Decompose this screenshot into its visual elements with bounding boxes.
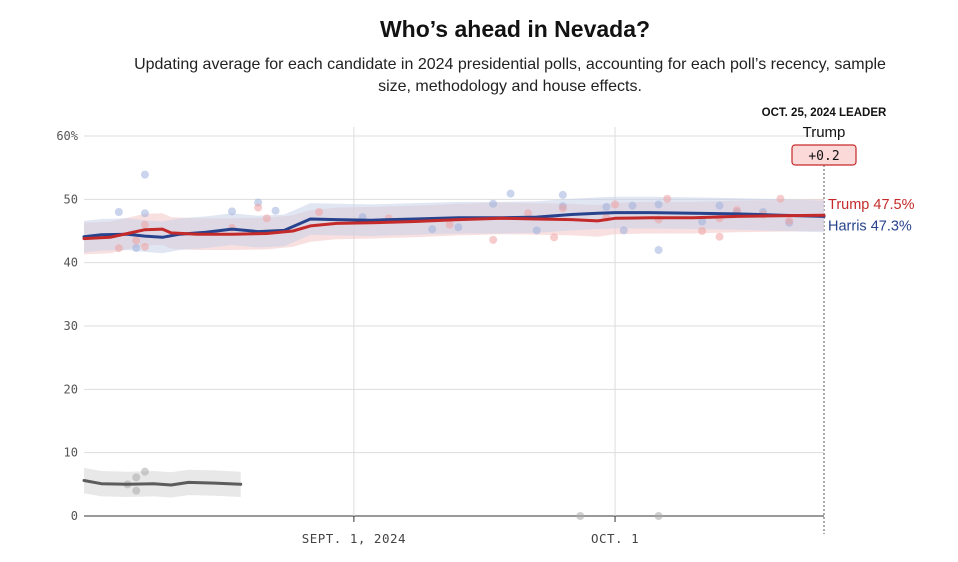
poll-dot-trump <box>254 203 263 212</box>
poll-dot-harris <box>654 246 663 254</box>
poll-dot-trump <box>524 209 532 218</box>
poll-dot-harris <box>271 206 280 215</box>
poll-dot-other <box>132 486 141 495</box>
chart-subtitle: Updating average for each candidate in 2… <box>134 56 886 95</box>
poll-dot-harris <box>715 201 724 210</box>
poll-dot-trump <box>140 242 149 251</box>
x-tick-label: OCT. 1 <box>591 531 639 546</box>
y-tick-label: 20 <box>64 382 78 396</box>
poll-dot-harris <box>228 207 236 216</box>
y-tick-label: 10 <box>64 446 78 460</box>
average-line-other <box>82 479 243 487</box>
poll-dot-other <box>576 512 585 520</box>
poll-dot-other <box>654 512 663 520</box>
poll-dot-harris <box>132 244 141 253</box>
poll-dot-trump <box>663 194 672 203</box>
poll-dot-trump <box>445 220 454 229</box>
poll-dot-harris <box>140 209 149 218</box>
poll-dot-harris <box>140 170 149 179</box>
poll-dot-harris <box>114 208 123 216</box>
poll-dot-trump <box>558 204 567 213</box>
poll-dot-harris <box>628 201 637 210</box>
average-lines <box>82 211 826 487</box>
x-tick-label: SEPT. 1, 2024 <box>302 531 406 546</box>
leader-margin: +0.2 <box>808 149 839 164</box>
poll-dot-trump <box>262 214 271 223</box>
poll-dot-harris <box>558 190 567 199</box>
uncertainty-band-harris <box>84 196 824 254</box>
poll-dot-harris <box>698 217 707 226</box>
y-tick-label: 0 <box>71 509 78 523</box>
leader-heading: OCT. 25, 2024 LEADER <box>762 107 887 119</box>
poll-dot-other <box>140 467 149 476</box>
poll-dot-harris <box>532 226 541 235</box>
poll-dots <box>114 170 794 520</box>
chart-labels: 0 10 20 30 40 50 60% SEPT. 1, 2024 OCT. 1 Trump 4… <box>56 107 914 546</box>
poll-dot-harris <box>489 199 498 208</box>
poll-dot-trump <box>785 216 794 225</box>
y-tick-label: 50 <box>64 192 78 206</box>
y-tick-label: 60% <box>56 129 78 143</box>
leader-margin-badge <box>791 144 857 166</box>
end-label-harris: Harris 47.3% <box>828 218 912 234</box>
poll-dot-trump <box>698 227 707 235</box>
poll-dot-harris <box>428 225 437 234</box>
poll-dot-trump <box>776 194 785 203</box>
poll-dot-harris <box>506 189 515 198</box>
y-tick-label: 40 <box>64 256 78 270</box>
poll-dot-trump <box>732 206 741 215</box>
poll-dot-trump <box>489 235 498 244</box>
poll-dot-harris <box>602 202 611 211</box>
poll-dot-harris <box>619 226 628 235</box>
poll-dot-trump <box>715 232 724 241</box>
y-tick-label: 30 <box>64 319 78 333</box>
leader-name: Trump <box>803 124 846 141</box>
poll-dot-trump <box>114 244 123 253</box>
poll-dot-trump <box>132 236 141 245</box>
poll-dot-trump <box>315 208 324 216</box>
average-line-harris <box>82 211 826 239</box>
poll-dot-trump <box>140 220 149 229</box>
poll-dot-other <box>132 473 141 482</box>
average-line-trump <box>82 213 826 241</box>
poll-dot-harris <box>654 200 663 209</box>
poll-dot-trump <box>611 200 620 209</box>
poll-dot-harris <box>454 223 463 232</box>
end-label-trump: Trump 47.5% <box>828 197 915 213</box>
poll-dot-trump <box>550 233 559 242</box>
uncertainty-band-other <box>84 467 241 498</box>
chart-title: Who’s ahead in Nevada? <box>379 16 651 42</box>
